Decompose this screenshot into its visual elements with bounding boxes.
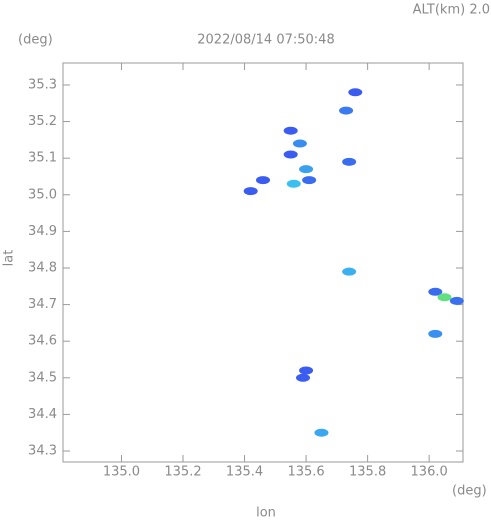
y-tick-label: 34.9 <box>28 224 57 239</box>
radar-echo <box>292 139 307 148</box>
x-unit: (deg) <box>452 484 487 499</box>
radar-echo <box>243 187 258 196</box>
plot-frame <box>62 62 464 463</box>
x-tick-label: 135.0 <box>103 465 140 480</box>
radar-echo <box>428 329 443 338</box>
radar-echo <box>256 176 270 185</box>
subtitle: ALT(km) 2.0 <box>413 3 490 18</box>
x-tick-label: 136.0 <box>411 465 448 480</box>
radar-echo <box>283 126 298 135</box>
radar-echo <box>342 267 357 276</box>
y-tick-label: 35.1 <box>28 151 57 166</box>
radar-echo <box>342 157 357 166</box>
y-unit: (deg) <box>18 33 53 48</box>
x-tick-label: 135.2 <box>164 465 201 480</box>
x-tick-label: 135.6 <box>287 465 324 480</box>
radar-echo <box>348 88 363 97</box>
y-tick-label: 34.4 <box>28 407 57 422</box>
y-tick-label: 34.3 <box>28 444 57 459</box>
radar-echo <box>314 428 329 437</box>
radar-echo <box>283 150 298 159</box>
radar-echo <box>299 366 314 375</box>
y-tick-label: 35.0 <box>28 187 57 202</box>
x-tick-label: 135.8 <box>349 465 386 480</box>
radar-echo <box>428 287 443 296</box>
radar-echo <box>339 106 354 115</box>
y-tick-label: 34.6 <box>28 334 57 349</box>
x-axis-label: lon <box>256 506 276 521</box>
x-tick-label: 135.4 <box>226 465 263 480</box>
radar-echo <box>286 179 301 188</box>
y-tick-label: 34.5 <box>28 370 57 385</box>
y-tick-label: 34.8 <box>28 260 57 275</box>
radar-echo <box>299 165 314 174</box>
chart-title: 2022/08/14 07:50:48 <box>197 33 334 48</box>
radar-echo <box>449 296 464 305</box>
radar-echo <box>296 373 310 382</box>
y-tick-label: 35.3 <box>28 77 57 92</box>
radar-echo <box>437 293 452 302</box>
y-axis-label: lat <box>2 250 17 267</box>
y-tick-label: 35.2 <box>28 114 57 129</box>
y-tick-label: 34.7 <box>28 297 57 312</box>
radar-echo <box>302 176 317 185</box>
